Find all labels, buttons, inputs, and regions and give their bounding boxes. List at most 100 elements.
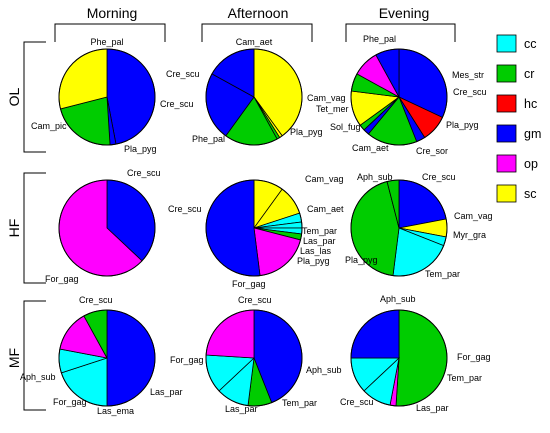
legend-item-op: op [496,154,538,173]
pie-hf-afternoon: Cam_vag Cam_aet Tem_parLas_parLas_lasPla_p… [168,174,344,289]
row-bracket-mf [23,300,46,411]
pie-mf-afternoon-label-las-par: Las_par [225,404,258,414]
pie-mf-evening-label-cre-scu: Cre_scu [340,397,374,407]
row-titles: OL HF MF [6,87,22,368]
legend: cc cr hc gm op sc [496,34,541,203]
pie-mf-evening-label-aph-sub: Aph_sub [380,294,416,304]
legend-item-sc: sc [496,184,537,203]
pie-mf-afternoon-label-aph-sub: Aph_sub [306,365,342,375]
legend-swatch-op [496,154,517,173]
row-title-ol: OL [6,87,22,106]
pie-ol-morning-outline [58,48,156,146]
pie-mf-evening-slice-cre-scu [350,309,400,359]
pie-hf-afternoon-label-las-par: Las_par [303,236,336,246]
pie-hf-evening-outline [350,179,448,277]
row-bracket-hf [23,172,46,284]
pie-mf-afternoon-slice-for-gag [205,309,255,359]
pie-mf-evening-outline [350,309,448,407]
pie-ol-afternoon-outline [205,48,303,146]
pie-hf-afternoon-label-cre-scu: Cre_scu [168,204,202,214]
pie-ol-afternoon-label-cre-scu: Cre_scu [166,69,200,79]
pie-ol-morning: Phe_pal Cre_scu Pla_pyg Cam_pic [31,37,194,154]
pie-ol-evening-label-mes-str: Mes_str [452,70,484,80]
pie-hf-morning-label-cre-scu: Cre_scu [127,168,161,178]
pie-mf-morning-label-las-par: Las_par [150,387,183,397]
pie-ol-afternoon-label-pla-pyg: Pla_pyg [290,127,323,137]
pies: Phe_palCre_scuPla_pygCam_picCam_aetCam_v… [20,34,493,416]
pie-hf-evening-label-cam-vag: Cam_vag [454,211,493,221]
legend-label-cr: cr [524,67,534,81]
legend-item-hc: hc [496,94,537,113]
pie-ol-afternoon-label-cam-vag: Cam_vag [307,93,346,103]
row-title-hf: HF [6,219,22,238]
column-title-evening: Evening [379,5,430,21]
pie-hf-afternoon-label-tem-par: Tem_par [302,226,337,236]
pie-mf-afternoon-label-tem-par: Tem_par [282,398,317,408]
pie-hf-morning-label-for-gag: For_gag [45,274,79,284]
pie-mf-morning-outline [58,309,156,407]
pie-ol-evening-label-phe-pal: Phe_pal [363,34,396,44]
pie-hf-afternoon-slice-cre-scu [205,179,261,277]
legend-swatch-cr [496,64,517,83]
pie-hf-evening-label-tem-par: Tem_par [425,269,460,279]
pie-mf-morning-label-aph-sub: Aph_sub [20,372,56,382]
pie-ol-morning-label-cre-scu: Cre_scu [160,99,194,109]
pie-mf-afternoon-label-cre-scu: Cre_scu [238,295,272,305]
pie-hf-evening-label-cre-scu: Cre_scu [422,172,456,182]
pie-mf-morning-label-las-ema: Las_ema [97,406,134,416]
pie-ol-evening-label-sol-fug: Sol_fug [330,122,361,132]
pie-ol-evening: Phe_pal Mes_str Cre_scu Pla_pyg Cre_sor Cam_a… [316,34,487,156]
pie-ol-morning-label-phe-pal: Phe_pal [90,37,123,47]
legend-label-hc: hc [524,97,537,111]
legend-item-gm: gm [496,124,541,143]
pie-ol-morning-label-pla-pyg: Pla_pyg [124,144,157,154]
pie-ol-evening-label-tet-mer: Tet_mer [316,104,349,114]
pie-hf-afternoon-label-cam-aet: Cam_aet [307,204,344,214]
legend-label-sc: sc [524,187,537,201]
pie-hf-afternoon-outline [205,179,303,277]
pie-ol-evening-label-cre-sor: Cre_sor [416,146,448,156]
column-bracket-morning [54,23,166,42]
pie-ol-afternoon-label-cam-aet: Cam_aet [236,37,273,47]
pie-mf-evening-label-las-par: Las_par [416,403,449,413]
pie-ol-evening-label-cre-scu: Cre_scu [453,87,487,97]
legend-swatch-hc [496,94,517,113]
pie-mf-morning-label-for-gag: For_gag [53,397,87,407]
pie-hf-evening: Cre_scu Cam_vag Myr_gra Tem_par Pla_pyg Aph_s… [345,172,493,279]
pie-mf-afternoon: Cre_scu Aph_sub Tem_par Las_par For_gag [170,295,342,414]
group-brackets [23,23,456,411]
column-bracket-evening [345,23,456,42]
legend-swatch-sc [496,184,517,203]
pie-hf-morning-outline [58,179,156,277]
pie-mf-morning: Cre_scu Las_par Las_ema For_gag Aph_sub [20,295,183,416]
pie-mf-evening-label-for-gag: For_gag [457,352,491,362]
pie-hf-afternoon-label-pla-pyg: Pla_pyg [297,256,330,266]
pie-ol-evening-outline [350,48,448,146]
row-title-mf: MF [6,348,22,368]
pie-hf-evening-label-myr-gra: Myr_gra [453,230,486,240]
pie-mf-evening-slice-aph-sub [395,309,448,407]
pie-hf-afternoon-label-for-gag: For_gag [232,279,266,289]
column-bracket-afternoon [201,23,313,42]
pie-hf-evening-label-pla-pyg: Pla_pyg [345,255,378,265]
legend-label-cc: cc [524,37,537,51]
pie-mf-evening: Aph_sub For_gag Tem_par Las_par Cre_scu [340,294,491,413]
pie-hf-afternoon-label-cam-vag: Cam_vag [305,174,344,184]
legend-item-cc: cc [496,34,537,53]
pie-ol-morning-slice-phe-pal [106,48,156,145]
legend-item-cr: cr [496,64,534,83]
pie-hf-morning: Cre_scu For_gag [45,168,161,284]
pie-mf-afternoon-label-for-gag: For_gag [170,355,204,365]
pie-ol-afternoon: Cam_aet Cam_vag Pla_pyg Phe_pal Cre_scu [166,37,346,146]
row-bracket-ol [23,41,46,153]
pie-hf-evening-label-aph-sub: Aph_sub [357,172,393,182]
column-title-afternoon: Afternoon [228,5,289,21]
column-titles: Morning Afternoon Evening [87,5,430,21]
legend-swatch-cc [496,34,517,53]
pie-hf-afternoon-label-las-las: Las_las [300,246,332,256]
pie-mf-evening-label-tem-par: Tem_par [447,373,482,383]
pie-mf-morning-slice-cre-scu [106,309,156,407]
pie-mf-afternoon-outline [205,309,303,407]
legend-label-op: op [524,157,538,171]
